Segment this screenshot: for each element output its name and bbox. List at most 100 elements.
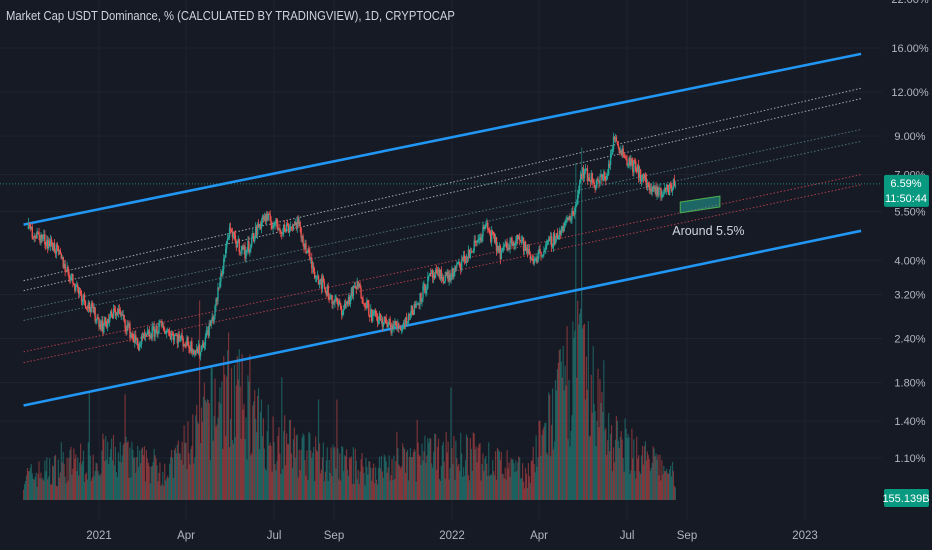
volume-bar [395,461,397,500]
candle-body [434,269,437,279]
volume-bar [501,473,503,500]
candle-body [369,315,371,317]
candle-body [402,322,405,329]
inner-line-4[interactable] [23,140,862,321]
volume-bar [85,472,88,500]
volume-bar [95,462,97,500]
volume-bar [238,349,240,500]
candle-body [662,194,664,196]
volume-bar [610,425,613,500]
volume-bar [602,411,604,500]
volume-bar [493,475,496,500]
volume-bar [48,476,50,500]
volume-bar [628,437,630,500]
candle-body [98,318,100,328]
volume-bar [562,345,564,500]
volume-bar [135,472,137,500]
red-line-2[interactable] [23,184,862,364]
volume-bar [46,457,48,500]
volume-bar [285,464,287,500]
candle-body [441,277,444,280]
volume-bar [87,442,89,500]
candle-body [582,167,585,178]
volume-bar [216,424,218,500]
upper-channel[interactable] [23,52,862,226]
inner-line-3[interactable] [23,128,862,311]
candle-body [481,236,483,241]
candle-body [308,249,310,252]
candle-body [318,281,321,284]
volume-bar [370,467,372,500]
candle-body [335,298,337,300]
volume-bar [286,444,289,500]
volume-bar [511,460,513,500]
volume-bar [577,300,579,500]
candle-body [71,273,73,277]
volume-bar [403,447,405,500]
volume-bar [118,461,120,500]
candle-body [672,179,675,189]
price-axis[interactable]: 22.00%16.00%12.00%9.00%7.00%5.50%4.00%3.… [891,0,929,465]
volume-bar [480,480,482,500]
candle-body [491,231,494,233]
candle-body [510,237,512,241]
time-axis[interactable]: 2021 Apr Jul Sep 2022 Apr Jul Sep 2023 [86,530,818,542]
volume-bar [526,487,529,500]
candle-body [452,268,454,278]
candle-body [304,243,306,250]
candle-body [117,309,120,314]
volume-bar [284,415,286,500]
candle-body [134,335,136,343]
volume-bar [34,476,36,500]
candle-body [428,276,430,277]
candle-body [105,317,107,323]
volume-bar [456,458,458,500]
candle-body [462,255,465,261]
candle-body [613,136,616,140]
candle-body [607,164,610,175]
candle-body [113,308,116,311]
volume-bar [252,405,254,500]
candle-body [226,237,229,241]
candle-body [521,237,524,240]
candle-body [615,137,618,142]
target-zone-box[interactable] [679,195,721,214]
candle-body [270,220,272,226]
volume-bar [497,449,500,500]
volume-bar [405,452,408,500]
volume-bar [156,465,158,500]
candle-body [76,284,78,286]
volume-bar [345,449,348,500]
volume-bar [106,459,108,500]
candle-body [349,295,352,305]
volume-bar [487,475,489,500]
volume-bar [466,437,469,500]
volume-bar [669,469,671,500]
volume-bar [30,464,32,500]
candle-body [538,248,540,255]
volume-bar [291,468,294,500]
volume-bar [313,446,315,500]
candle-body [281,232,283,234]
volume-bar [457,466,459,500]
volume-bar [559,348,561,500]
volume-bar [461,453,463,500]
volume-bar [56,486,59,500]
y-tick-label: 12.00% [891,87,929,99]
volume-bar [228,447,231,500]
candle-body [326,285,328,296]
lower-channel[interactable] [23,229,862,407]
candle-body [31,226,33,238]
candle-body [371,313,374,321]
candle-body [585,168,588,170]
volume-bar [272,416,274,500]
volume-bar [80,464,83,500]
volume-bar [265,470,267,500]
candle-body [257,224,260,227]
candle-body [380,319,383,320]
volume-bar [361,452,363,500]
volume-bar [299,470,301,500]
red-line-1[interactable] [23,174,862,353]
